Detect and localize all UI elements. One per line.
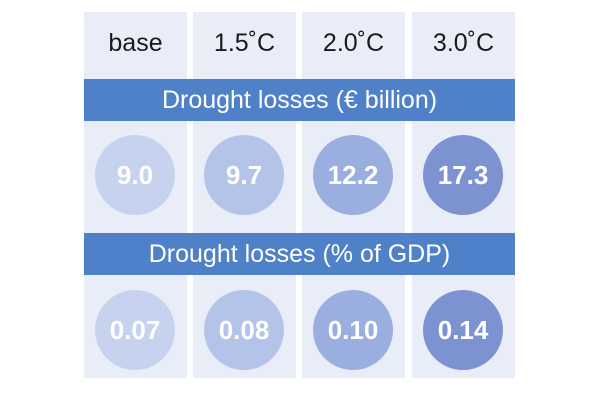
column-header-1-5c: 1.5˚C: [213, 28, 276, 57]
value-circle-billion-3-0c: 17.3: [423, 135, 503, 215]
value-circle-gdp-3-0c: 0.14: [423, 290, 503, 370]
value-circle-gdp-2-0c: 0.10: [313, 290, 393, 370]
column-header-2-0c: 2.0˚C: [322, 28, 385, 57]
value-circle-gdp-base: 0.07: [95, 290, 175, 370]
value-circle-billion-2-0c: 12.2: [313, 135, 393, 215]
value-circle-gdp-1-5c: 0.08: [204, 290, 284, 370]
column-header-3-0c: 3.0˚C: [432, 28, 495, 57]
row-title-billion: Drought losses (€ billion): [84, 79, 515, 121]
row-title-gdp: Drought losses (% of GDP): [84, 233, 515, 275]
value-circle-billion-base: 9.0: [95, 135, 175, 215]
column-header-base: base: [108, 28, 163, 57]
value-circle-billion-1-5c: 9.7: [204, 135, 284, 215]
